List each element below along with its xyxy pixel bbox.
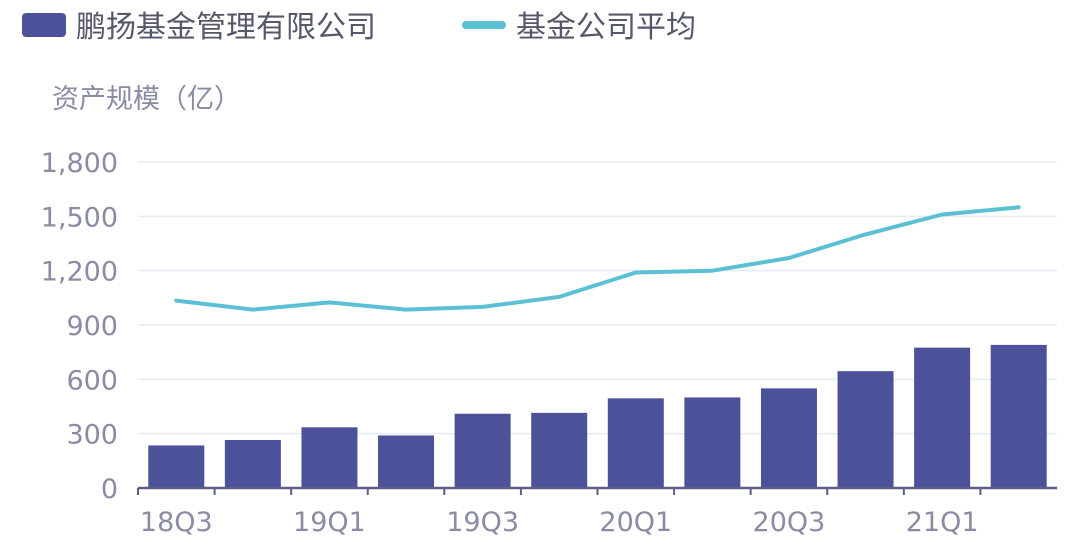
line-series (174, 205, 1021, 312)
y-tick-label: 300 (66, 420, 118, 451)
legend: 鹏扬基金管理有限公司 基金公司平均 (22, 10, 696, 45)
bar-18Q3 (148, 445, 205, 488)
legend-label-company: 鹏扬基金管理有限公司 (76, 10, 376, 45)
bar-20Q1 (607, 398, 664, 488)
y-tick-label: 1,200 (41, 257, 118, 288)
bar-19Q3 (454, 413, 511, 488)
average-line (174, 205, 1021, 312)
grid-lines (138, 161, 1057, 435)
x-tick-label: 19Q1 (293, 507, 366, 538)
x-tick-label: 19Q3 (446, 507, 519, 538)
legend-swatch-average (462, 21, 506, 29)
bar-20Q4 (837, 371, 894, 488)
legend-swatch-company (22, 13, 66, 37)
y-tick-label: 1,800 (41, 148, 118, 179)
x-tick-label: 20Q3 (753, 507, 826, 538)
legend-label-average: 基金公司平均 (516, 10, 696, 45)
y-axis-title: 资产规模（亿） (52, 84, 241, 115)
y-tick-label: 600 (66, 365, 118, 396)
x-tick-label: 20Q1 (599, 507, 672, 538)
y-tick-label: 900 (66, 311, 118, 342)
bar-18Q4 (224, 440, 281, 488)
y-tick-label: 0 (101, 474, 118, 505)
x-axis-ticks: 18Q3 19Q1 19Q3 20Q1 20Q3 21Q1 (137, 488, 982, 538)
bar-series (148, 344, 1047, 488)
bar-21Q2 (990, 344, 1047, 488)
bar-19Q4 (531, 412, 588, 488)
y-tick-label: 1,500 (41, 202, 118, 233)
y-axis-ticks: 0 300 600 900 1,200 1,500 1,800 (41, 148, 118, 505)
bar-20Q3 (760, 388, 817, 488)
bar-19Q2 (378, 435, 435, 488)
x-tick-label: 21Q1 (906, 507, 979, 538)
x-tick-label: 18Q3 (140, 507, 213, 538)
bar-21Q1 (914, 347, 971, 488)
bar-19Q1 (301, 427, 358, 488)
bar-20Q2 (684, 397, 741, 488)
